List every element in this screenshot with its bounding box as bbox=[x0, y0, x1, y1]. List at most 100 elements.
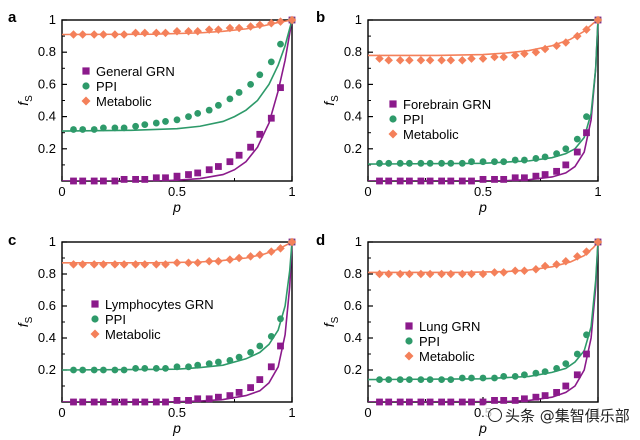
data-point-circle bbox=[100, 366, 107, 374]
data-point-square bbox=[70, 177, 77, 185]
legend-marker-square bbox=[82, 67, 90, 75]
data-point-circle bbox=[468, 374, 475, 382]
panel-label: c bbox=[8, 232, 16, 249]
data-point-circle bbox=[426, 376, 434, 383]
legend-marker-diamond bbox=[81, 96, 91, 106]
y-tick-label: 0.6 bbox=[38, 76, 56, 91]
data-point-square bbox=[426, 177, 434, 185]
data-point-square bbox=[205, 395, 213, 403]
data-point-square bbox=[111, 398, 119, 406]
y-axis-label: fS bbox=[15, 316, 35, 327]
data-point-diamond bbox=[561, 256, 571, 266]
data-point-circle bbox=[100, 124, 107, 132]
data-point-circle bbox=[205, 360, 213, 367]
data-point-diamond bbox=[375, 54, 384, 63]
data-point-square bbox=[447, 177, 455, 185]
data-point-square bbox=[247, 384, 254, 391]
panel-label: d bbox=[316, 232, 325, 249]
watermark-logo-icon bbox=[488, 408, 502, 422]
y-tick-label: 0.8 bbox=[344, 266, 362, 281]
data-point-square bbox=[511, 174, 519, 182]
data-point-diamond bbox=[405, 56, 414, 65]
data-point-square bbox=[90, 177, 98, 185]
data-point-square bbox=[521, 174, 528, 182]
watermark-text: 头条 @集智俱乐部 bbox=[505, 407, 630, 425]
data-point-diamond bbox=[131, 260, 140, 269]
data-point-circle bbox=[541, 368, 549, 375]
data-point-diamond bbox=[395, 269, 405, 279]
data-point-diamond bbox=[152, 28, 161, 38]
data-point-circle bbox=[583, 331, 590, 339]
data-point-diamond bbox=[520, 266, 529, 276]
data-point-diamond bbox=[255, 20, 265, 30]
data-point-square bbox=[141, 398, 149, 406]
data-point-square bbox=[385, 177, 393, 185]
legend-label: General GRN bbox=[96, 64, 175, 79]
data-point-diamond bbox=[234, 23, 244, 33]
data-point-square bbox=[235, 389, 243, 396]
y-tick-label: 0.4 bbox=[38, 109, 56, 124]
data-point-diamond bbox=[255, 250, 265, 260]
data-point-circle bbox=[185, 113, 192, 120]
legend-label: Metabolic bbox=[419, 349, 475, 364]
data-point-diamond bbox=[152, 260, 161, 269]
data-point-diamond bbox=[276, 17, 285, 26]
data-point-circle bbox=[226, 357, 234, 364]
data-point-square bbox=[152, 398, 160, 406]
data-point-circle bbox=[277, 315, 284, 323]
data-point-circle bbox=[458, 374, 466, 382]
y-tick-label: 1 bbox=[355, 234, 362, 249]
data-point-circle bbox=[162, 365, 169, 372]
data-point-circle bbox=[447, 159, 455, 167]
data-point-circle bbox=[185, 363, 192, 371]
y-tick-label: 0.8 bbox=[38, 44, 56, 59]
legend-label: Metabolic bbox=[96, 94, 152, 109]
data-point-square bbox=[385, 398, 393, 406]
data-point-diamond bbox=[276, 244, 285, 253]
data-point-diamond bbox=[384, 56, 393, 65]
data-point-diamond bbox=[510, 51, 520, 60]
data-point-diamond bbox=[69, 30, 78, 39]
x-tick-label: 0.5 bbox=[168, 405, 186, 420]
data-point-square bbox=[562, 382, 570, 390]
data-point-circle bbox=[120, 124, 128, 132]
data-point-circle bbox=[521, 156, 528, 164]
data-point-square bbox=[162, 174, 169, 182]
data-point-circle bbox=[438, 376, 445, 383]
data-point-circle bbox=[396, 159, 404, 167]
data-point-diamond bbox=[540, 261, 550, 271]
data-point-square bbox=[226, 158, 234, 166]
panel-a: a 0 0.5 1 0.2 0.4 0.6 0.8 1 p fS General GRNPPIMeta… bbox=[8, 9, 297, 215]
data-point-square bbox=[215, 163, 222, 170]
data-point-square bbox=[426, 398, 434, 406]
data-point-diamond bbox=[467, 269, 476, 279]
data-point-circle bbox=[417, 159, 425, 167]
data-point-circle bbox=[511, 373, 519, 380]
data-point-diamond bbox=[593, 237, 603, 247]
data-point-diamond bbox=[172, 258, 182, 268]
legend-marker-circle bbox=[82, 82, 90, 90]
data-point-circle bbox=[562, 360, 570, 367]
x-axis-label: p bbox=[172, 199, 181, 215]
data-point-diamond bbox=[119, 30, 129, 39]
data-point-diamond bbox=[446, 56, 456, 65]
data-point-square bbox=[438, 177, 445, 185]
data-point-circle bbox=[573, 350, 581, 358]
y-tick-label: 0.2 bbox=[38, 362, 56, 377]
data-point-circle bbox=[583, 113, 590, 120]
data-point-diamond bbox=[140, 260, 150, 269]
data-point-diamond bbox=[582, 247, 591, 256]
data-point-diamond bbox=[225, 255, 235, 264]
y-axis-label: fS bbox=[321, 316, 341, 327]
data-point-circle bbox=[458, 159, 466, 167]
data-point-diamond bbox=[552, 41, 561, 51]
data-point-diamond bbox=[119, 260, 129, 269]
data-point-diamond bbox=[69, 260, 78, 269]
y-tick-label: 1 bbox=[49, 234, 56, 249]
data-point-circle bbox=[226, 95, 234, 103]
y-tick-label: 1 bbox=[49, 12, 56, 27]
data-point-circle bbox=[532, 155, 540, 162]
data-point-diamond bbox=[193, 27, 202, 36]
